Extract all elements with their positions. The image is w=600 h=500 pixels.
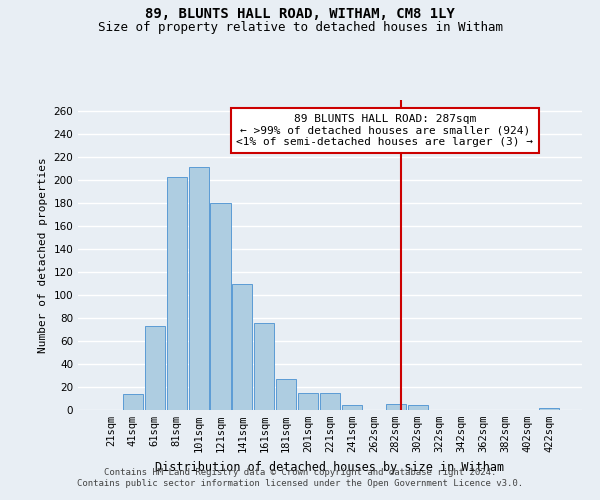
Bar: [211, 204, 230, 410]
Bar: [232, 284, 253, 410]
Bar: [342, 406, 362, 410]
Bar: [407, 406, 428, 410]
Text: 89 BLUNTS HALL ROAD: 287sqm
← >99% of detached houses are smaller (924)
<1% of s: 89 BLUNTS HALL ROAD: 287sqm ← >99% of de…: [236, 114, 533, 147]
Text: 89, BLUNTS HALL ROAD, WITHAM, CM8 1LY: 89, BLUNTS HALL ROAD, WITHAM, CM8 1LY: [145, 8, 455, 22]
Bar: [188, 166, 209, 410]
Bar: [145, 326, 165, 410]
Bar: [386, 404, 406, 410]
Bar: [298, 393, 318, 410]
Bar: [123, 394, 143, 410]
Bar: [254, 322, 274, 410]
X-axis label: Distribution of detached houses by size in Witham: Distribution of detached houses by size …: [155, 460, 505, 473]
Bar: [539, 408, 559, 410]
Y-axis label: Number of detached properties: Number of detached properties: [38, 157, 48, 353]
Text: Contains HM Land Registry data © Crown copyright and database right 2024.
Contai: Contains HM Land Registry data © Crown c…: [77, 468, 523, 487]
Bar: [167, 177, 187, 410]
Text: Size of property relative to detached houses in Witham: Size of property relative to detached ho…: [97, 21, 503, 34]
Bar: [276, 379, 296, 410]
Bar: [320, 393, 340, 410]
